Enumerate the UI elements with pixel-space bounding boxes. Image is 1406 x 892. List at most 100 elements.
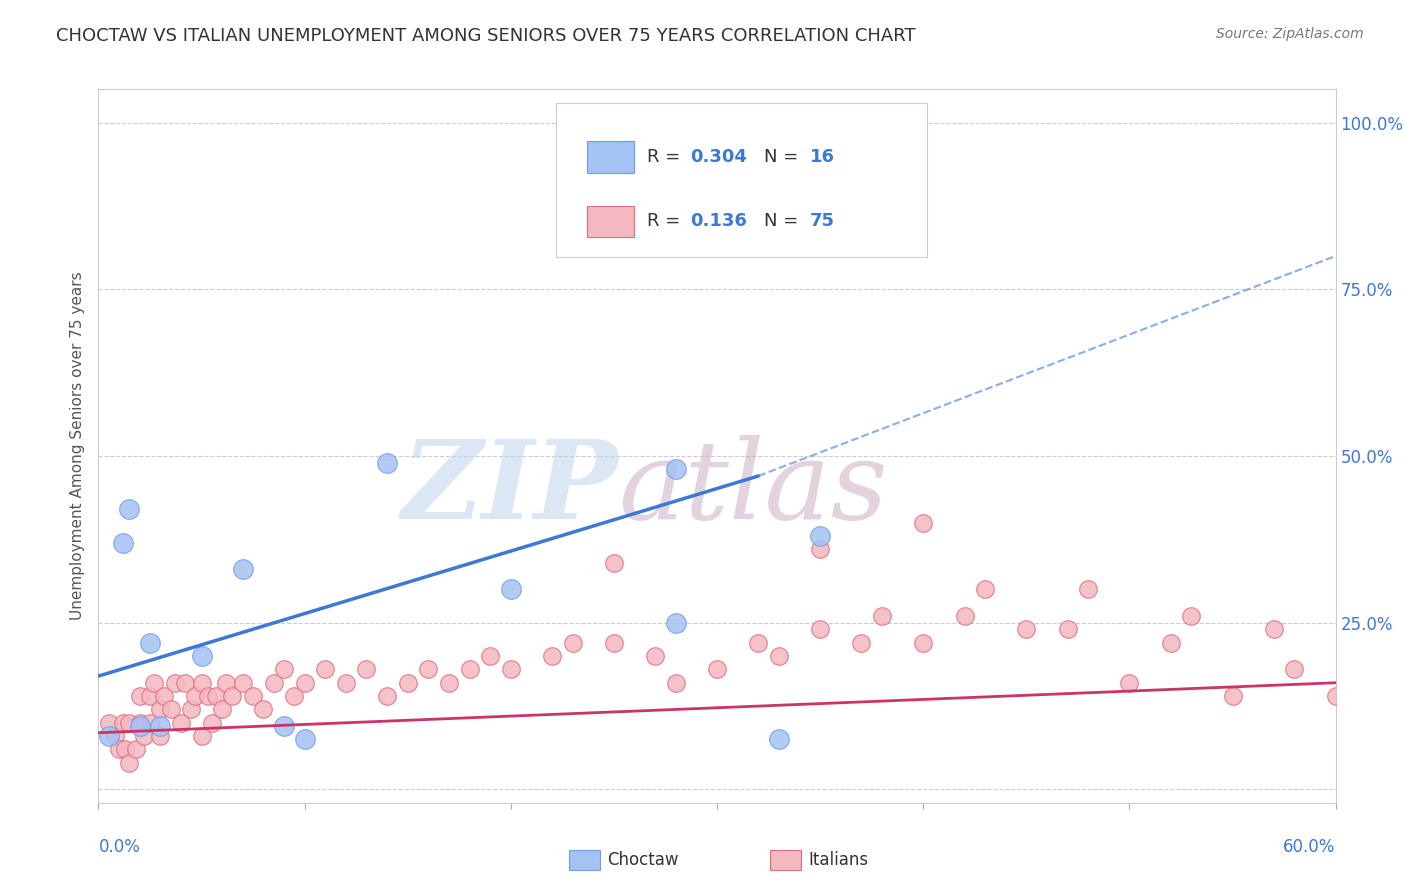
Point <box>124 742 146 756</box>
Point <box>211 702 233 716</box>
Point <box>747 636 769 650</box>
Point <box>143 675 166 690</box>
Text: Italians: Italians <box>808 851 869 869</box>
Point <box>128 689 150 703</box>
Point <box>768 732 790 747</box>
Point <box>706 662 728 676</box>
Point <box>870 609 893 624</box>
Text: CHOCTAW VS ITALIAN UNEMPLOYMENT AMONG SENIORS OVER 75 YEARS CORRELATION CHART: CHOCTAW VS ITALIAN UNEMPLOYMENT AMONG SE… <box>56 27 915 45</box>
Point <box>1015 623 1038 637</box>
Point <box>665 615 688 630</box>
Text: ZIP: ZIP <box>402 435 619 542</box>
Point <box>273 719 295 733</box>
Point <box>1118 675 1140 690</box>
Point <box>294 732 316 747</box>
Point <box>128 719 150 733</box>
Point <box>396 675 419 690</box>
Point <box>197 689 219 703</box>
Text: N =: N = <box>763 212 804 230</box>
Point <box>603 636 626 650</box>
Point <box>118 756 141 770</box>
Point <box>808 529 831 543</box>
Point <box>1222 689 1244 703</box>
Point <box>128 715 150 730</box>
Point <box>112 535 135 549</box>
Point <box>232 675 254 690</box>
Point <box>1263 623 1285 637</box>
Point <box>97 715 120 730</box>
Point <box>153 689 176 703</box>
Point <box>912 636 935 650</box>
Point <box>375 456 398 470</box>
Text: 0.0%: 0.0% <box>98 838 141 856</box>
Point <box>499 582 522 597</box>
Point <box>458 662 481 676</box>
Point <box>180 702 202 716</box>
Point <box>97 729 120 743</box>
Point <box>1180 609 1202 624</box>
Point <box>132 729 155 743</box>
Point <box>104 729 127 743</box>
Point <box>335 675 357 690</box>
Point <box>149 702 172 716</box>
Point <box>215 675 238 690</box>
Point <box>665 462 688 476</box>
Point <box>190 729 212 743</box>
FancyBboxPatch shape <box>588 205 634 237</box>
Point <box>149 719 172 733</box>
Point <box>283 689 305 703</box>
Point <box>974 582 997 597</box>
Point <box>1284 662 1306 676</box>
Point <box>418 662 440 676</box>
Point <box>232 562 254 576</box>
Point <box>561 636 583 650</box>
Point <box>108 742 131 756</box>
Text: Source: ZipAtlas.com: Source: ZipAtlas.com <box>1216 27 1364 41</box>
Point <box>263 675 285 690</box>
Point <box>139 689 162 703</box>
Point <box>1324 689 1347 703</box>
Point <box>294 675 316 690</box>
Point <box>1077 582 1099 597</box>
Point <box>252 702 274 716</box>
Point <box>912 516 935 530</box>
Point <box>273 662 295 676</box>
Point <box>851 636 873 650</box>
Text: 0.136: 0.136 <box>690 212 747 230</box>
Point <box>159 702 181 716</box>
Point <box>356 662 378 676</box>
Text: N =: N = <box>763 148 804 166</box>
Point <box>314 662 336 676</box>
Point <box>163 675 186 690</box>
Text: atlas: atlas <box>619 435 887 542</box>
Point <box>1056 623 1078 637</box>
Text: R =: R = <box>647 148 686 166</box>
Point <box>808 542 831 557</box>
Point <box>499 662 522 676</box>
Point <box>149 729 172 743</box>
Point <box>1160 636 1182 650</box>
Point <box>139 715 162 730</box>
Point <box>170 715 193 730</box>
Point <box>541 649 564 664</box>
Point <box>603 556 626 570</box>
Point <box>665 675 688 690</box>
Point <box>375 689 398 703</box>
FancyBboxPatch shape <box>557 103 928 257</box>
Point <box>479 649 502 664</box>
Point <box>953 609 976 624</box>
Point <box>242 689 264 703</box>
Point <box>190 675 212 690</box>
Y-axis label: Unemployment Among Seniors over 75 years: Unemployment Among Seniors over 75 years <box>69 272 84 620</box>
Point <box>437 675 460 690</box>
Point <box>118 715 141 730</box>
Point <box>114 742 136 756</box>
Text: 0.304: 0.304 <box>690 148 747 166</box>
Text: R =: R = <box>647 212 686 230</box>
Point <box>139 636 162 650</box>
Point <box>808 623 831 637</box>
Text: Choctaw: Choctaw <box>607 851 679 869</box>
Point <box>205 689 228 703</box>
Point <box>201 715 224 730</box>
Point <box>190 649 212 664</box>
